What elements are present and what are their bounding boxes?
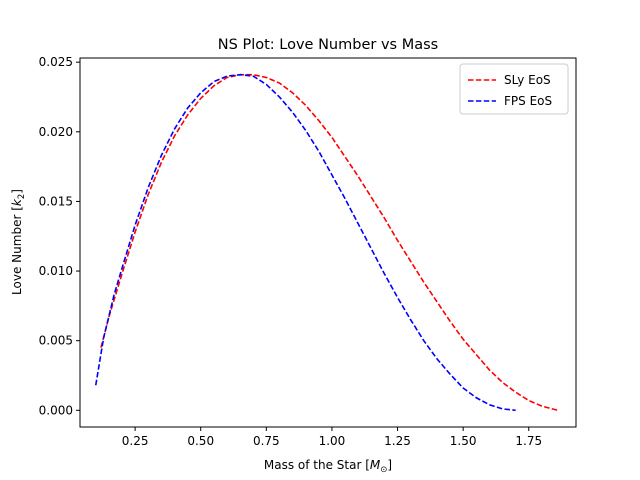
x-tick-label: 1.75 bbox=[515, 434, 542, 448]
x-axis-label-main: Mass of the Star [ bbox=[264, 458, 370, 472]
y-axis-label-close: ] bbox=[10, 189, 24, 194]
legend-label: SLy EoS bbox=[504, 73, 551, 87]
legend-label: FPS EoS bbox=[504, 94, 552, 108]
y-axis-label-subscript: 2 bbox=[17, 194, 27, 199]
series-line-2 bbox=[94, 73, 516, 412]
chart-title: NS Plot: Love Number vs Mass bbox=[218, 37, 438, 53]
y-axis-label-symbol: k bbox=[10, 198, 24, 206]
x-tick-label: 0.75 bbox=[253, 434, 280, 448]
y-tick-label: 0.005 bbox=[39, 334, 73, 348]
y-tick-label: 0.020 bbox=[39, 125, 73, 139]
x-axis-label-subscript: ⊙ bbox=[380, 465, 387, 475]
series-line-1 bbox=[100, 73, 558, 412]
x-tick-label: 0.50 bbox=[187, 434, 214, 448]
y-tick-label: 0.025 bbox=[39, 55, 73, 69]
plot-area bbox=[94, 73, 558, 412]
x-axis-ticks: 0.25 0.50 0.75 1.00 1.25 1.50 1.75 bbox=[122, 427, 542, 448]
y-axis-ticks: 0.000 0.005 0.010 0.015 0.020 0.025 bbox=[39, 55, 80, 417]
x-tick-label: 1.25 bbox=[384, 434, 411, 448]
y-tick-label: 0.000 bbox=[39, 403, 73, 417]
x-axis-label: Mass of the Star [M⊙] bbox=[264, 458, 392, 475]
y-axis-label: Love Number [k2] bbox=[10, 189, 27, 295]
x-tick-label: 1.50 bbox=[450, 434, 477, 448]
x-axis-label-close: ] bbox=[387, 458, 392, 472]
y-axis-label-main: Love Number [ bbox=[10, 206, 24, 295]
axes-frame bbox=[79, 57, 577, 428]
legend: SLy EoS FPS EoS bbox=[459, 63, 569, 115]
x-axis-label-symbol: M bbox=[370, 458, 381, 472]
y-tick-label: 0.010 bbox=[39, 264, 73, 278]
x-tick-label: 1.00 bbox=[319, 434, 346, 448]
x-tick-label: 0.25 bbox=[122, 434, 149, 448]
y-tick-label: 0.015 bbox=[39, 194, 73, 208]
